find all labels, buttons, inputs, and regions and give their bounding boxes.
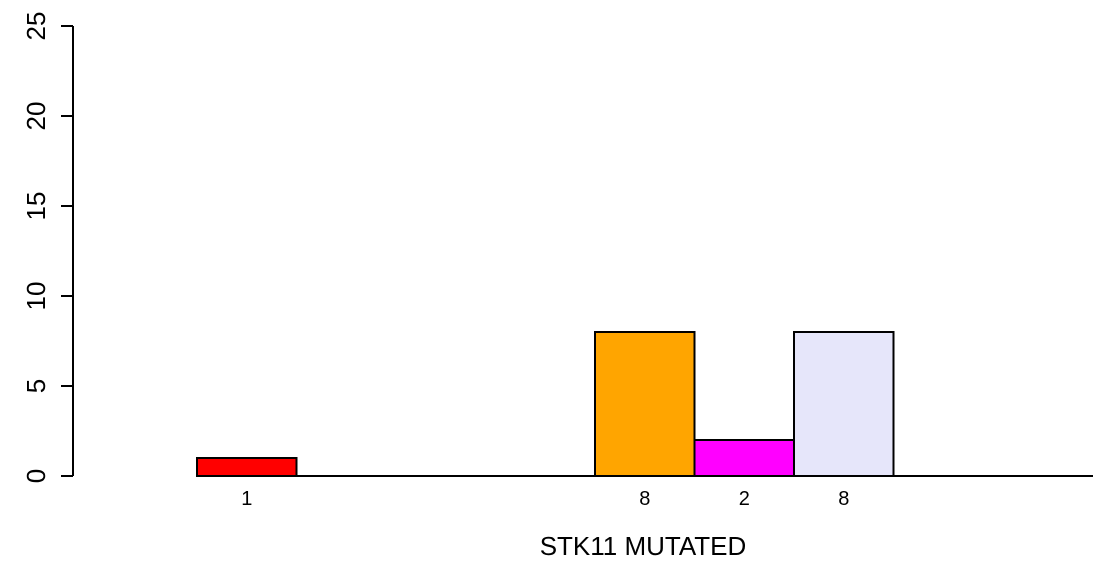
bars-group — [196, 331, 895, 477]
bar — [594, 331, 696, 477]
bar — [196, 457, 298, 477]
y-tick-label: 15 — [21, 192, 51, 221]
bar-value-label: 2 — [739, 488, 750, 510]
x-axis-label: STK11 MUTATED — [540, 531, 747, 560]
y-axis: 0 5 10 15 20 25 — [21, 12, 74, 483]
y-tick-label: 5 — [21, 379, 51, 393]
bar-value-label: 8 — [639, 488, 650, 510]
y-tick-label: 20 — [21, 102, 51, 131]
y-tick-label: 25 — [21, 12, 51, 41]
y-tick-label: 10 — [21, 282, 51, 311]
bar-value-label: 8 — [838, 488, 849, 510]
bar-value-label: 1 — [241, 488, 252, 510]
y-tick-label: 0 — [21, 469, 51, 483]
bar — [793, 331, 895, 477]
bar — [693, 439, 795, 477]
